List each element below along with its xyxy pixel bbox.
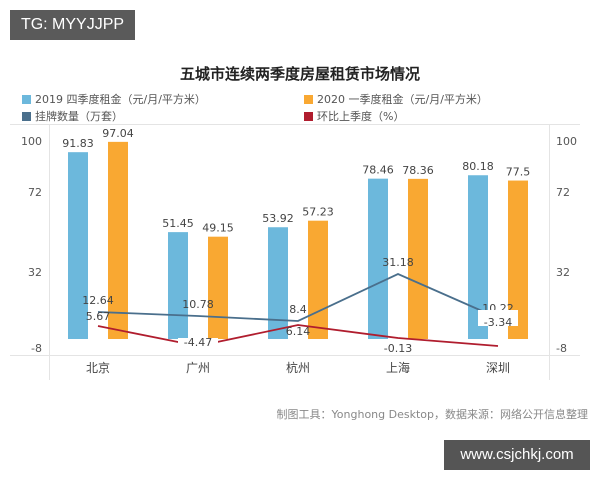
legend-item-2019q4: 2019 四季度租金（元/月/平方米） [22, 91, 206, 107]
legend-swatch-icon [22, 111, 31, 121]
bar [508, 180, 528, 339]
chart-title: 五城市连续两季度房屋租赁市场情况 [179, 65, 420, 83]
right-axis-line [549, 124, 550, 380]
right-tick: 32 [556, 266, 570, 279]
bar [68, 152, 88, 339]
watermark-tag: TG: MYYJJPP [10, 10, 135, 40]
line-label: 8.4 [289, 303, 307, 316]
bar-label: 91.83 [62, 137, 94, 150]
legend-label: 环比上季度（%） [317, 110, 405, 123]
left-tick: 72 [28, 186, 42, 199]
bar-label: 77.5 [506, 166, 531, 179]
bar-label: 78.46 [362, 164, 394, 177]
watermark-url: www.csjchkj.com [444, 440, 590, 470]
bar-label: 97.04 [102, 127, 134, 140]
legend-label: 2019 四季度租金（元/月/平方米） [35, 93, 206, 106]
line-label: -3.34 [484, 316, 512, 329]
category-label: 北京 [86, 361, 110, 375]
source-note: 制图工具：Yonghong Desktop，数据来源：网络公开信息整理 [276, 408, 588, 421]
bar-label: 57.23 [302, 206, 334, 219]
right-tick: -8 [556, 342, 567, 355]
x-axis-line [10, 355, 580, 356]
category-label: 广州 [186, 361, 210, 375]
legend-item-listings: 挂牌数量（万套） [22, 108, 123, 124]
category-label: 杭州 [286, 360, 310, 375]
qoq-line [97, 324, 499, 347]
legend-swatch-icon [304, 94, 313, 104]
bar [108, 141, 128, 339]
bar [468, 175, 488, 339]
left-tick: -8 [31, 342, 42, 355]
legend-label: 2020 一季度租金（元/月/平方米） [317, 93, 488, 106]
listings-line [97, 273, 499, 322]
legend-label: 挂牌数量（万套） [35, 110, 123, 123]
bar [208, 236, 228, 339]
bar-label: 78.36 [402, 164, 434, 177]
legend-separator [10, 124, 580, 125]
legend-item-qoq: 环比上季度（%） [304, 108, 404, 124]
line-label: -0.13 [384, 342, 412, 355]
legend-item-2020q1: 2020 一季度租金（元/月/平方米） [304, 91, 488, 107]
bar [168, 232, 188, 339]
line-label: 10.78 [182, 298, 214, 311]
left-tick: 32 [28, 266, 42, 279]
legend-swatch-icon [304, 111, 313, 121]
line-label: 6.14 [286, 325, 311, 338]
line-label: 5.67 [86, 310, 111, 323]
bar [308, 220, 328, 339]
bar-label: 53.92 [262, 212, 294, 225]
category-label: 上海 [386, 360, 410, 375]
right-tick: 100 [556, 135, 577, 148]
line-label: 31.18 [382, 256, 414, 269]
legend-swatch-icon [22, 94, 31, 104]
left-tick: 100 [21, 135, 42, 148]
left-axis-line [49, 124, 50, 380]
bar [268, 227, 288, 339]
bar-label: 49.15 [202, 222, 234, 235]
line-label: 12.64 [82, 294, 114, 307]
line-label: -4.47 [184, 336, 212, 349]
bar-label: 51.45 [162, 217, 194, 230]
bar [368, 178, 388, 339]
bar-label: 80.18 [462, 160, 494, 173]
category-label: 深圳 [486, 361, 510, 375]
right-tick: 72 [556, 186, 570, 199]
bar [408, 178, 428, 339]
